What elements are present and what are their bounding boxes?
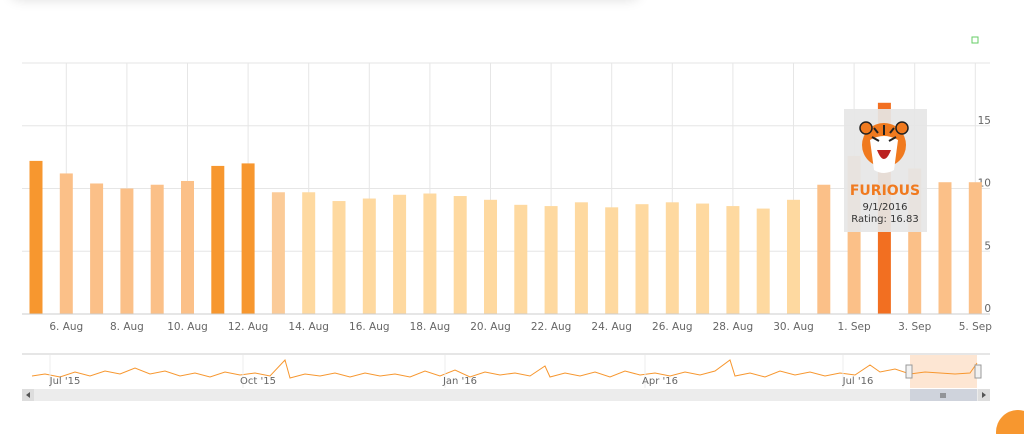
x-tick-label: 16. Aug bbox=[349, 321, 390, 333]
x-tick-label: 6. Aug bbox=[49, 321, 83, 333]
bar bbox=[150, 184, 164, 314]
navigator-handle[interactable] bbox=[974, 364, 982, 379]
x-tick-label: 22. Aug bbox=[531, 321, 572, 333]
scroll-left-arrow bbox=[26, 392, 30, 398]
x-tick-label: 30. Aug bbox=[773, 321, 814, 333]
tooltip-date: 9/1/2016 bbox=[863, 202, 908, 213]
bar bbox=[302, 192, 316, 314]
x-tick-label: 28. Aug bbox=[713, 321, 754, 333]
bar bbox=[787, 199, 800, 314]
bar bbox=[665, 202, 679, 314]
tiger-icon bbox=[859, 121, 909, 173]
bar bbox=[453, 196, 467, 314]
x-tick-label: 8. Aug bbox=[110, 321, 144, 333]
bar bbox=[484, 199, 497, 314]
bar bbox=[181, 180, 194, 314]
scroll-right-arrow bbox=[982, 392, 986, 398]
x-tick-label: 18. Aug bbox=[410, 321, 451, 333]
tooltip: FURIOUS 9/1/2016 Rating: 16.83 bbox=[844, 109, 927, 232]
navigator-label: Apr '16 bbox=[642, 376, 678, 387]
scrollbar-track[interactable] bbox=[22, 389, 990, 401]
bar bbox=[756, 208, 770, 314]
bar bbox=[393, 194, 407, 314]
bar bbox=[817, 184, 831, 314]
bar bbox=[332, 201, 346, 314]
bar bbox=[635, 204, 649, 314]
navigator-line bbox=[31, 359, 978, 379]
navigator: Jul '15 Oct '15 Jan '16 Apr '16 Jul '16 bbox=[22, 353, 990, 401]
x-tick-label: 12. Aug bbox=[228, 321, 269, 333]
navigator-handle[interactable] bbox=[905, 364, 913, 379]
bar bbox=[211, 165, 225, 314]
bar bbox=[362, 198, 376, 314]
y-tick-label: 5 bbox=[984, 240, 991, 252]
navigator-selection bbox=[910, 355, 977, 388]
x-tick-label: 5. Sep bbox=[959, 321, 992, 333]
x-tick-label: 26. Aug bbox=[652, 321, 693, 333]
x-tick-label: 3. Sep bbox=[898, 321, 931, 333]
tooltip-rating: Rating: 16.83 bbox=[851, 214, 918, 225]
bar bbox=[29, 160, 43, 314]
x-tick-label: 10. Aug bbox=[167, 321, 208, 333]
scrollbar-grip bbox=[940, 393, 946, 398]
bar bbox=[696, 203, 710, 314]
tooltip-title: FURIOUS bbox=[850, 183, 920, 199]
bar bbox=[271, 192, 285, 314]
x-tick-label: 20. Aug bbox=[470, 321, 511, 333]
navigator-label: Jul '16 bbox=[842, 376, 874, 387]
bar bbox=[605, 207, 619, 314]
bar bbox=[514, 204, 528, 314]
y-tick-label: 0 bbox=[984, 303, 991, 315]
navigator-label: Jan '16 bbox=[442, 376, 477, 387]
bar bbox=[241, 163, 255, 314]
x-tick-label: 14. Aug bbox=[288, 321, 329, 333]
y-tick-label: 15 bbox=[978, 115, 991, 127]
x-tick-label: 1. Sep bbox=[838, 321, 871, 333]
bar bbox=[574, 202, 588, 314]
navigator-label: Jul '15 bbox=[49, 376, 81, 387]
bar bbox=[90, 183, 104, 314]
bar bbox=[938, 182, 952, 314]
fab-button[interactable] bbox=[996, 410, 1024, 434]
bar bbox=[968, 182, 982, 314]
status-square bbox=[971, 36, 979, 44]
x-tick-label: 24. Aug bbox=[591, 321, 632, 333]
bar bbox=[726, 206, 740, 314]
bar bbox=[544, 206, 558, 314]
bar bbox=[120, 188, 134, 314]
bar bbox=[59, 173, 73, 314]
navigator-label: Oct '15 bbox=[240, 376, 276, 387]
bar bbox=[423, 193, 437, 314]
